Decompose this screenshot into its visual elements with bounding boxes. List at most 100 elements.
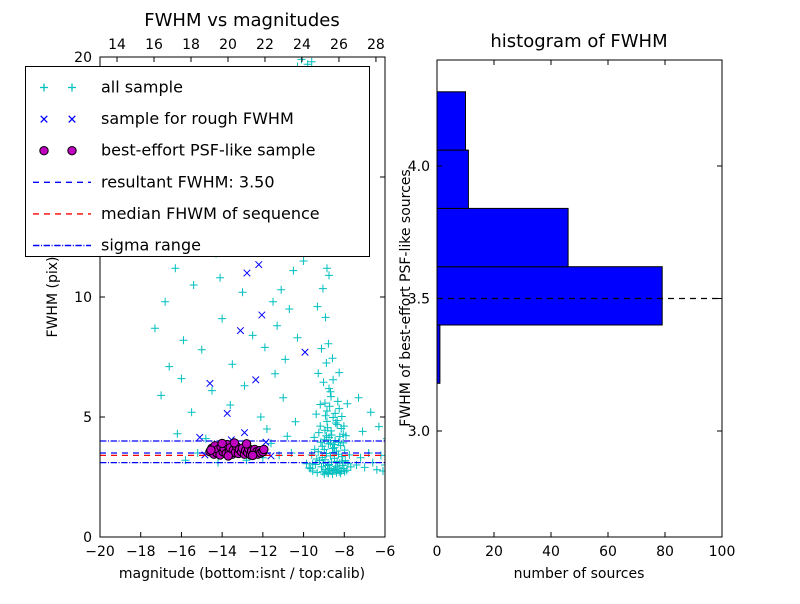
plus-marker [341, 431, 350, 440]
plus-marker [325, 402, 334, 411]
tick-label: 26 [330, 37, 348, 53]
plus-marker [335, 404, 344, 413]
plus-marker [337, 412, 346, 421]
plus-marker [360, 463, 369, 472]
plus-marker [273, 321, 282, 330]
circle-marker [39, 146, 49, 156]
plus-marker [165, 362, 174, 371]
tick-label: −20 [85, 544, 115, 560]
tick-marks [99, 56, 723, 538]
plus-marker [318, 453, 327, 462]
tick-label: 20 [74, 50, 92, 66]
plus-marker [336, 469, 345, 478]
plus-marker [313, 302, 322, 311]
plus-marker [171, 264, 180, 273]
plus-marker [285, 305, 294, 313]
plus-marker [317, 462, 326, 471]
plus-marker [331, 409, 340, 418]
legend-label: sample for rough FWHM [101, 109, 294, 128]
tick-label: 5 [83, 410, 92, 426]
right-plot-ylabel: FWHM of best-effort PSF-like sources [398, 169, 414, 426]
plus-marker [326, 387, 335, 396]
plus-marker [317, 344, 326, 353]
plus-marker [312, 455, 321, 463]
legend-label: resultant FWHM: 3.50 [101, 172, 275, 191]
plus-marker [260, 343, 269, 352]
plus-marker [161, 297, 170, 306]
plus-marker [177, 374, 186, 383]
circle-marker [217, 438, 227, 449]
plus-marker [314, 428, 323, 437]
x-marker [301, 348, 309, 356]
tick-label: −18 [126, 544, 156, 560]
tick-label: 4.0 [408, 159, 430, 175]
tick-label: −6 [375, 544, 396, 560]
plus-marker [378, 467, 385, 475]
x-marker [240, 428, 249, 437]
tick-label: 60 [599, 544, 617, 560]
circle-marker [259, 444, 269, 455]
plus-marker [238, 288, 247, 297]
plus-marker [293, 333, 302, 342]
histogram-bar [436, 91, 466, 151]
plus-marker [340, 467, 349, 476]
plus-marker [339, 438, 348, 447]
legend-label: all sample [101, 78, 183, 97]
left-plot-ylabel: FWHM (pix) [45, 257, 61, 338]
tick-label: 40 [542, 544, 560, 560]
plus-marker [327, 431, 336, 439]
histogram-bar [436, 149, 469, 209]
plus-marker [338, 457, 347, 466]
plus-marker [383, 438, 385, 440]
x-marker [206, 379, 214, 388]
plus-marker [328, 354, 337, 363]
plus-marker [322, 417, 331, 426]
plus-marker [321, 411, 330, 420]
plus-marker [279, 393, 288, 402]
plus-marker [366, 408, 375, 417]
plus-marker [320, 470, 329, 479]
plus-marker [343, 399, 352, 408]
left-plot-xlabel: magnitude (bottom:isnt / top:calib) [119, 566, 365, 582]
histogram-bar [436, 266, 663, 326]
plus-marker [321, 313, 330, 322]
circle-marker [247, 450, 258, 461]
plus-marker [325, 460, 334, 469]
plus-marker [308, 459, 317, 468]
plus-marker [197, 345, 206, 354]
x-marker [236, 326, 245, 335]
plus-marker [328, 444, 337, 453]
circle-marker [67, 146, 77, 156]
plus-marker [281, 355, 290, 364]
plus-marker [316, 438, 325, 447]
plus-marker [262, 425, 271, 433]
plus-marker [331, 465, 340, 474]
plus-marker [325, 271, 334, 280]
plus-marker [322, 431, 331, 440]
plus-marker [342, 466, 351, 475]
tick-label: 20 [485, 544, 503, 560]
tick-label: −12 [248, 544, 278, 560]
plus-marker [226, 401, 235, 409]
x-marker [223, 409, 231, 418]
plus-marker [201, 434, 210, 443]
plus-marker [314, 369, 323, 378]
histogram-bar [436, 207, 569, 268]
left-plot-title: FWHM vs magnitudes [144, 10, 339, 31]
plus-marker [323, 423, 332, 432]
legend-label: median FHWM of sequence [101, 204, 320, 223]
plus-marker [334, 438, 343, 447]
tick-labels: −20−18−16−14−12−10−8−6051015201416182022… [74, 37, 735, 560]
right-plot-title: histogram of FWHM [490, 31, 667, 52]
plus-marker [299, 257, 308, 265]
plus-marker [335, 368, 344, 377]
tick-label: −14 [207, 544, 237, 560]
tick-label: 80 [656, 544, 674, 560]
tick-label: 100 [709, 544, 736, 560]
histogram-area [436, 91, 722, 384]
plus-marker [326, 438, 335, 447]
plus-marker [240, 381, 249, 390]
tick-label: 28 [367, 37, 385, 53]
plus-marker [354, 393, 363, 402]
